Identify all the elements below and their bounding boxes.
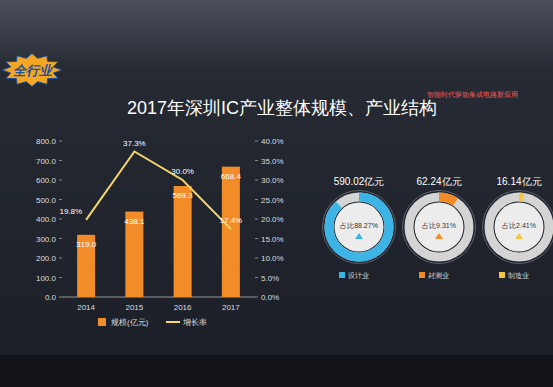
- y2-tick: [255, 180, 258, 181]
- y-tick-label: 800.0: [36, 137, 57, 146]
- y2-tick: [255, 199, 258, 200]
- legend-swatch: [166, 321, 180, 323]
- donut-track: [409, 197, 469, 257]
- bar-label: 438.1: [124, 217, 145, 226]
- y2-tick: [255, 141, 258, 142]
- y2-tick-label: 15.0%: [261, 235, 284, 244]
- x-tick-label: 2017: [222, 303, 240, 312]
- donut-arc: [439, 197, 456, 202]
- header-text: 智能时代驱动集成电路新应用: [427, 91, 518, 98]
- donut-arc: [519, 192, 524, 201]
- bar-label: 569.3: [173, 191, 194, 200]
- donut-percent: 占比2.41%: [502, 222, 536, 229]
- donut-outline: [483, 191, 553, 264]
- y-tick: [59, 258, 62, 259]
- bar-label: 668.4: [221, 172, 242, 181]
- donut-amount: 590.02亿元: [334, 176, 385, 187]
- donut-marker: [355, 233, 363, 239]
- growth-line: [86, 152, 231, 230]
- donut-track: [489, 197, 549, 257]
- y-tick: [59, 199, 62, 200]
- line-label: 37.3%: [123, 139, 146, 148]
- stage-floor: [0, 355, 553, 387]
- donut-track: [329, 197, 389, 257]
- y2-tick: [255, 297, 258, 298]
- legend-swatch: [98, 318, 106, 326]
- donut-outline: [403, 191, 476, 264]
- bar: [174, 186, 192, 297]
- x-tick-label: 2016: [174, 303, 192, 312]
- legend-swatch: [499, 272, 505, 278]
- y2-tick-label: 30.0%: [261, 176, 284, 185]
- bar-label: 319.0: [76, 240, 97, 249]
- legend-label: 封测业: [428, 272, 449, 279]
- y-tick: [59, 219, 62, 220]
- donut-outline: [323, 191, 396, 264]
- y-tick-label: 700.0: [36, 157, 57, 166]
- line-label: 30.0%: [171, 167, 194, 176]
- donut-center: [495, 203, 544, 252]
- donut-center: [335, 203, 384, 252]
- y2-tick: [255, 258, 258, 259]
- donut-center: [415, 203, 464, 252]
- y-tick-label: 200.0: [36, 254, 57, 263]
- background: [0, 0, 553, 387]
- legend-label: 制造业: [508, 272, 529, 279]
- x-tick-label: 2014: [77, 303, 95, 312]
- y-tick-label: 100.0: [36, 274, 57, 283]
- y2-tick-label: 35.0%: [261, 157, 284, 166]
- donut-marker: [515, 233, 523, 239]
- y2-tick-label: 10.0%: [261, 254, 284, 263]
- y-tick-label: 300.0: [36, 235, 57, 244]
- y-tick: [59, 141, 62, 142]
- y-tick-label: 400.0: [36, 215, 57, 224]
- data-labels: 319.0 438.1 569.3 668.4 19.8% 37.3% 30.0% 17.4%: [59, 139, 242, 249]
- y2-tick: [255, 277, 258, 278]
- y2-tick-label: 0.0%: [261, 293, 279, 302]
- y-tick: [59, 238, 62, 239]
- donut-percent: 占比9.31%: [422, 222, 456, 229]
- y2-tick-label: 40.0%: [261, 137, 284, 146]
- y-tick-label: 600.0: [36, 176, 57, 185]
- plot-marks: [77, 152, 240, 298]
- y-tick-label: 0.0: [45, 293, 57, 302]
- y2-tick-label: 20.0%: [261, 215, 284, 224]
- y2-tick: [255, 160, 258, 161]
- bar: [222, 167, 240, 297]
- legend-swatch: [419, 272, 425, 278]
- line-label: 19.8%: [59, 207, 82, 216]
- legend-label: 规模(亿元): [111, 318, 149, 327]
- y-tick: [59, 180, 62, 181]
- donut-amount: 62.24亿元: [416, 176, 461, 187]
- y2-tick-label: 25.0%: [261, 196, 284, 205]
- donut-arc: [329, 197, 389, 257]
- donut-marker: [435, 233, 443, 239]
- legend-label: 设计业: [348, 272, 369, 279]
- y-tick: [59, 277, 62, 278]
- x-tick-label: 2015: [125, 303, 143, 312]
- y2-tick: [255, 219, 258, 220]
- chart-title: 2017年深圳IC产业整体规模、产业结构: [127, 98, 437, 118]
- y-tick: [59, 160, 62, 161]
- badge-shape: [2, 54, 62, 87]
- y-tick-label: 500.0: [36, 196, 57, 205]
- donut-amount: 16.14亿元: [496, 176, 541, 187]
- y2-tick-label: 5.0%: [261, 274, 279, 283]
- slide: 全行业智能时代驱动集成电路新应用2017年深圳IC产业整体规模、产业结构 0.0 1…: [0, 0, 553, 387]
- line-label: 17.4%: [220, 216, 243, 225]
- donut-percent: 占比88.27%: [340, 222, 378, 229]
- legend-swatch: [339, 272, 345, 278]
- y-tick: [59, 297, 62, 298]
- y2-tick: [255, 238, 258, 239]
- legend-label: 增长率: [182, 318, 207, 327]
- badge-text: 全行业: [13, 63, 54, 78]
